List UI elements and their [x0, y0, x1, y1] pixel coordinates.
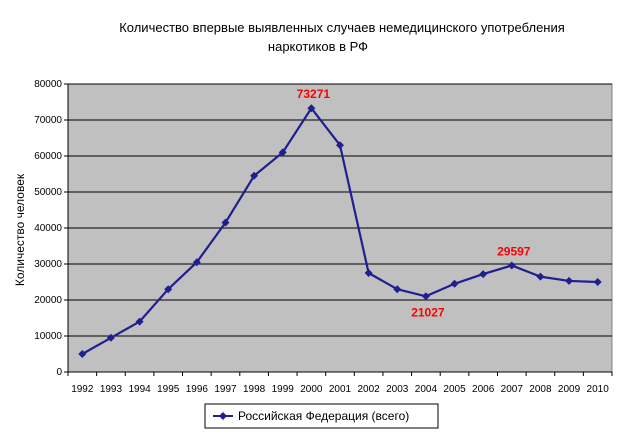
data-point: [450, 279, 459, 288]
data-point: [78, 350, 87, 358]
y-tick-label: 80000: [34, 79, 62, 90]
x-tick-label: 2004: [415, 384, 438, 395]
data-point: [593, 278, 602, 286]
data-label: 73271: [297, 87, 331, 101]
x-tick-label: 1992: [71, 384, 94, 395]
data-label: 21027: [411, 305, 445, 319]
data-point: [250, 171, 259, 180]
y-tick-label: 50000: [34, 187, 62, 198]
data-point: [479, 270, 488, 279]
x-tick-label: 2007: [501, 384, 524, 395]
x-tick-label: 1998: [243, 384, 266, 395]
data-point: [192, 258, 201, 267]
plot-area: 0 10000 20000 30000 40000 50000 60000 70000 8000…: [34, 79, 613, 395]
data-point: [336, 141, 344, 150]
x-tick-label: 2005: [443, 384, 466, 395]
x-tick-label: 2000: [300, 384, 323, 395]
y-tick-label: 40000: [34, 223, 62, 234]
x-tick-label: 2002: [358, 384, 381, 395]
y-tick-label: 30000: [34, 259, 62, 270]
x-tick-label: 1995: [157, 384, 180, 395]
data-point: [278, 148, 287, 157]
y-axis-label: Количество человек: [13, 173, 27, 286]
x-tick-label: 2009: [558, 384, 581, 395]
data-point: [507, 261, 516, 270]
x-tick-label: 2003: [386, 384, 409, 395]
legend: Российская Федерация (всего): [204, 403, 439, 429]
data-point: [393, 285, 402, 294]
x-tick-label: 1996: [186, 384, 209, 395]
data-point: [164, 285, 173, 294]
y-tick-label: 10000: [34, 331, 62, 342]
data-point: [221, 218, 230, 227]
y-tick-label: 70000: [34, 115, 62, 126]
x-tick-label: 2010: [587, 384, 610, 395]
legend-swatch-marker: [219, 412, 227, 420]
data-point: [421, 292, 430, 301]
legend-label: Российская Федерация (всего): [238, 409, 409, 423]
y-tick-label: 20000: [34, 295, 62, 306]
x-tick-label: 1999: [272, 384, 295, 395]
data-point: [565, 276, 574, 285]
y-tick-label: 0: [56, 367, 62, 378]
x-tick-label: 1994: [128, 384, 151, 395]
chart-title-line-1: Количество впервые выявленных случаев не…: [119, 20, 565, 35]
data-point: [364, 269, 373, 277]
data-label: 29597: [497, 244, 531, 258]
x-tick-label: 2008: [529, 384, 552, 395]
data-point: [135, 317, 144, 326]
x-tick-label: 2001: [329, 384, 352, 395]
data-point: [307, 104, 316, 113]
legend-box: [204, 403, 439, 429]
x-tick-label: 2006: [472, 384, 495, 395]
x-tick-label: 1997: [214, 384, 237, 395]
data-point: [536, 272, 545, 281]
x-tick-label: 1993: [100, 384, 123, 395]
chart-title-line-2: наркотиков в РФ: [268, 39, 368, 54]
y-tick-label: 60000: [34, 151, 62, 162]
data-point: [106, 333, 115, 342]
